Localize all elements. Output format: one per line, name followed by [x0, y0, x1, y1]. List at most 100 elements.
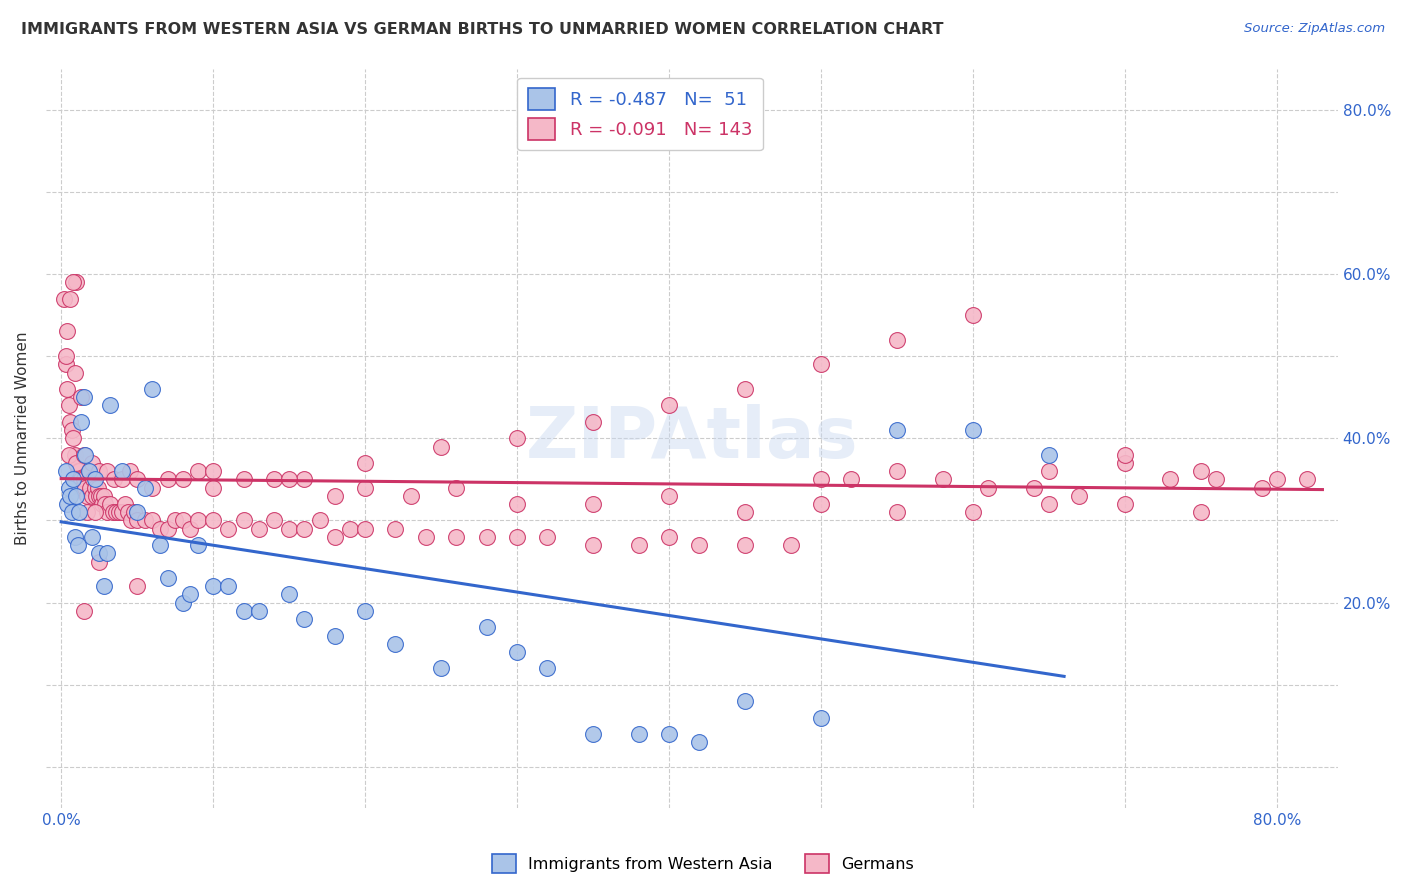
Point	[93, 579, 115, 593]
Point	[56, 325, 79, 339]
Point	[278, 587, 301, 601]
Point	[122, 505, 145, 519]
Point	[55, 464, 77, 478]
Point	[446, 530, 468, 544]
Point	[67, 464, 90, 478]
Point	[67, 505, 90, 519]
Point	[120, 513, 142, 527]
Point	[104, 505, 127, 519]
Point	[688, 538, 710, 552]
Point	[96, 505, 118, 519]
Point	[65, 489, 87, 503]
Point	[77, 464, 100, 478]
Point	[156, 522, 179, 536]
Point	[1265, 472, 1288, 486]
Point	[1038, 464, 1060, 478]
Point	[94, 497, 117, 511]
Point	[172, 513, 194, 527]
Point	[66, 538, 89, 552]
Text: ZIPAtlas: ZIPAtlas	[526, 404, 858, 473]
Point	[83, 472, 105, 486]
Point	[118, 464, 141, 478]
Point	[141, 513, 163, 527]
Point	[91, 497, 114, 511]
Point	[53, 292, 76, 306]
Point	[339, 522, 361, 536]
Point	[841, 472, 863, 486]
Point	[1114, 497, 1136, 511]
Point	[89, 489, 111, 503]
Point	[627, 727, 650, 741]
Point	[70, 415, 93, 429]
Point	[89, 464, 111, 478]
Point	[278, 472, 301, 486]
Point	[247, 604, 270, 618]
Point	[506, 645, 529, 659]
Point	[111, 472, 134, 486]
Point	[63, 448, 86, 462]
Legend: Immigrants from Western Asia, Germans: Immigrants from Western Asia, Germans	[485, 847, 921, 880]
Point	[60, 423, 83, 437]
Point	[111, 505, 134, 519]
Point	[734, 694, 756, 708]
Point	[582, 415, 605, 429]
Point	[172, 596, 194, 610]
Point	[141, 382, 163, 396]
Point	[55, 357, 77, 371]
Point	[1159, 472, 1181, 486]
Point	[73, 448, 96, 462]
Point	[179, 587, 201, 601]
Point	[96, 464, 118, 478]
Point	[1069, 489, 1091, 503]
Point	[56, 497, 79, 511]
Point	[1038, 448, 1060, 462]
Point	[187, 513, 209, 527]
Point	[202, 513, 225, 527]
Point	[98, 497, 121, 511]
Point	[354, 481, 377, 495]
Point	[627, 538, 650, 552]
Point	[354, 522, 377, 536]
Point	[90, 489, 112, 503]
Point	[58, 481, 80, 495]
Point	[1250, 481, 1272, 495]
Point	[172, 472, 194, 486]
Point	[76, 489, 98, 503]
Point	[475, 530, 498, 544]
Point	[217, 522, 239, 536]
Point	[278, 522, 301, 536]
Point	[977, 481, 1000, 495]
Point	[65, 275, 87, 289]
Point	[70, 390, 93, 404]
Point	[83, 481, 105, 495]
Point	[60, 505, 83, 519]
Point	[93, 489, 115, 503]
Point	[734, 382, 756, 396]
Point	[1189, 505, 1212, 519]
Point	[962, 423, 984, 437]
Point	[658, 727, 681, 741]
Point	[810, 497, 832, 511]
Legend: R = -0.487   N=  51, R = -0.091   N= 143: R = -0.487 N= 51, R = -0.091 N= 143	[517, 78, 763, 151]
Point	[415, 530, 437, 544]
Point	[187, 538, 209, 552]
Point	[536, 661, 558, 675]
Point	[658, 489, 681, 503]
Point	[114, 497, 136, 511]
Point	[384, 522, 406, 536]
Point	[1038, 497, 1060, 511]
Point	[98, 399, 121, 413]
Point	[931, 472, 953, 486]
Point	[59, 489, 82, 503]
Point	[80, 530, 103, 544]
Point	[127, 513, 149, 527]
Point	[475, 620, 498, 634]
Point	[232, 513, 254, 527]
Point	[247, 522, 270, 536]
Point	[292, 612, 315, 626]
Point	[354, 604, 377, 618]
Point	[1296, 472, 1319, 486]
Point	[810, 711, 832, 725]
Point	[89, 555, 111, 569]
Point	[1189, 464, 1212, 478]
